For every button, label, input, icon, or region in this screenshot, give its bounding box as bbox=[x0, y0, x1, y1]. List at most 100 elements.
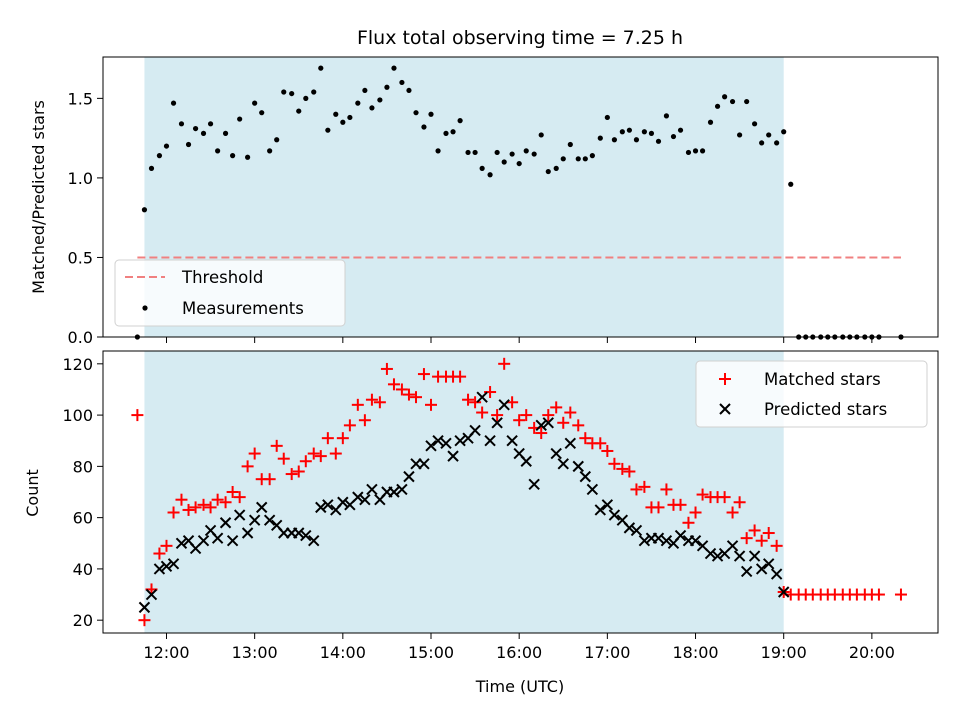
predicted-star-point bbox=[660, 535, 673, 547]
predicted-star-point bbox=[359, 493, 371, 506]
measurement-point bbox=[531, 151, 537, 157]
predicted-star-point bbox=[233, 509, 246, 521]
legend-measurements-swatch bbox=[142, 305, 148, 311]
chart-title: Flux total observing time = 7.25 h bbox=[357, 27, 683, 49]
matched-star-point bbox=[733, 496, 746, 509]
bottom-legend-box bbox=[695, 360, 928, 428]
legend-predicted-label: Predicted stars bbox=[764, 400, 887, 419]
measurement-point bbox=[685, 149, 692, 156]
matched-star-point bbox=[682, 516, 695, 529]
matched-star-point bbox=[520, 409, 533, 422]
matched-star-point bbox=[425, 398, 438, 411]
matched-star-point bbox=[373, 396, 386, 409]
predicted-star-point bbox=[755, 563, 768, 575]
measurement-point bbox=[200, 130, 207, 136]
measurement-point bbox=[699, 148, 706, 154]
predicted-star-point bbox=[447, 450, 459, 462]
measurement-point bbox=[737, 132, 743, 138]
matched-star-point bbox=[601, 444, 614, 457]
predicted-star-point bbox=[388, 486, 400, 498]
predicted-star-point bbox=[652, 532, 665, 544]
predicted-star-point bbox=[403, 470, 415, 483]
matched-star-point bbox=[535, 427, 548, 440]
predicted-star-point bbox=[293, 527, 305, 539]
predicted-star-point bbox=[711, 550, 724, 562]
top-ytick-label: 1.5 bbox=[68, 89, 93, 108]
matched-star-point bbox=[329, 447, 342, 460]
bottom-ytick-label: 20 bbox=[73, 611, 93, 630]
measurement-point bbox=[428, 111, 434, 117]
matched-star-point bbox=[138, 614, 151, 627]
measurement-point bbox=[567, 141, 573, 148]
predicted-star-point bbox=[557, 458, 569, 470]
matched-star-point bbox=[476, 406, 489, 419]
matched-star-point bbox=[469, 396, 482, 409]
measurement-point bbox=[377, 97, 383, 103]
x-axis-label: Time (UTC) bbox=[475, 677, 564, 696]
measurement-point bbox=[597, 135, 603, 141]
measurement-point bbox=[714, 103, 721, 109]
top-y-ticks: 0.0 0.5 1.0 1.5 bbox=[68, 89, 103, 347]
predicted-star-point bbox=[308, 535, 320, 547]
bottom-ytick-label: 60 bbox=[73, 509, 93, 528]
predicted-star-point bbox=[564, 437, 577, 449]
measurement-point bbox=[604, 114, 610, 121]
measurement-point bbox=[347, 114, 353, 121]
matched-star-point bbox=[762, 527, 775, 540]
measurement-point bbox=[325, 127, 331, 133]
predicted-star-point bbox=[337, 496, 349, 508]
matched-star-point bbox=[343, 419, 356, 432]
predicted-star-point bbox=[219, 517, 232, 529]
matched-star-point bbox=[270, 439, 283, 452]
measurement-point bbox=[237, 116, 243, 122]
predicted-star-point bbox=[322, 499, 334, 511]
measurement-point bbox=[148, 165, 155, 171]
legend-matched-swatch bbox=[719, 373, 731, 385]
matched-star-point bbox=[718, 491, 731, 504]
top-ytick-label: 0.0 bbox=[68, 328, 93, 347]
legend-predicted-swatch bbox=[719, 403, 731, 415]
predicted-star-point bbox=[528, 478, 540, 491]
measurement-point bbox=[289, 90, 295, 97]
predicted-star-point bbox=[454, 435, 466, 447]
measurement-point bbox=[267, 148, 273, 154]
predicted-star-point bbox=[167, 558, 180, 570]
predicted-star-point bbox=[197, 535, 210, 547]
measurement-point bbox=[648, 130, 655, 136]
predicted-star-point bbox=[153, 563, 166, 575]
matched-star-point bbox=[410, 391, 423, 404]
matched-star-point bbox=[395, 383, 408, 396]
matched-star-point bbox=[336, 432, 349, 445]
matched-star-point bbox=[380, 362, 393, 375]
predicted-star-point bbox=[175, 537, 188, 549]
predicted-star-point bbox=[674, 529, 687, 542]
xtick-label: 12:00 bbox=[143, 643, 189, 662]
matched-star-point bbox=[454, 370, 467, 383]
matched-star-point bbox=[550, 401, 563, 414]
matched-star-point bbox=[755, 534, 768, 547]
predicted-star-point bbox=[535, 419, 547, 432]
measurement-point bbox=[744, 98, 750, 105]
measurement-point bbox=[560, 156, 566, 162]
measurement-point bbox=[501, 159, 507, 165]
matched-star-point bbox=[608, 457, 621, 470]
matched-star-point bbox=[638, 480, 651, 493]
predicted-star-point bbox=[241, 527, 254, 539]
measurement-point bbox=[641, 129, 647, 135]
measurement-point bbox=[751, 121, 758, 127]
measurement-point bbox=[582, 156, 588, 162]
predicted-star-point bbox=[579, 470, 592, 483]
predicted-star-point bbox=[476, 391, 488, 403]
matched-star-point bbox=[462, 393, 475, 406]
matched-star-point bbox=[248, 447, 261, 460]
measurement-point bbox=[589, 153, 595, 159]
measurement-point bbox=[406, 87, 412, 94]
measurement-point bbox=[626, 127, 632, 133]
matched-star-point bbox=[417, 368, 430, 381]
measurement-point bbox=[435, 148, 441, 154]
measurement-point bbox=[516, 160, 522, 167]
measurement-point bbox=[545, 168, 551, 175]
matched-star-point bbox=[292, 465, 305, 478]
measurement-point bbox=[774, 140, 780, 146]
matched-star-point bbox=[167, 506, 180, 519]
